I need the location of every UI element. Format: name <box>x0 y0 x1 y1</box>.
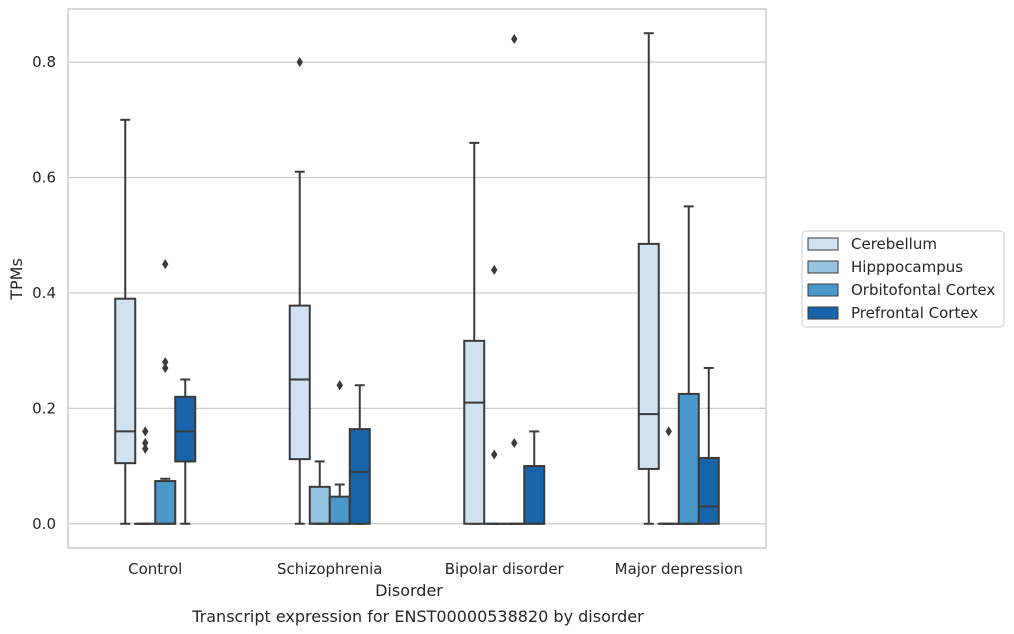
y-tick-label: 0.4 <box>32 284 56 302</box>
box-hipppocampus <box>483 264 506 525</box>
y-tick-label: 0.0 <box>32 515 56 533</box>
box-iqr <box>677 392 700 525</box>
legend-frame <box>801 230 1005 328</box>
box-iqr <box>154 480 177 525</box>
x-tick-label: Schizophrenia <box>277 560 382 578</box>
legend: Cerebellum Hipppocampus Orbitofontal Corte… <box>801 230 1005 328</box>
box-iqr <box>174 395 197 463</box>
legend-swatch <box>807 283 839 297</box>
outlier-point <box>142 443 149 454</box>
box-prefrontal-cortex <box>523 430 546 525</box>
box-orbitofontal-cortex <box>503 34 526 525</box>
outlier-point <box>162 259 169 270</box>
x-tick-label: Major depression <box>615 560 743 578</box>
legend-swatch <box>807 260 839 274</box>
legend-swatch <box>807 237 839 251</box>
box-iqr <box>288 304 311 461</box>
outlier-point <box>162 362 169 373</box>
outlier-point <box>511 34 518 45</box>
legend-label: Prefrontal Cortex <box>851 304 978 322</box>
outlier-point <box>142 437 149 448</box>
y-tick-label: 0.2 <box>32 399 56 417</box>
outlier-point <box>336 380 343 391</box>
box-iqr <box>348 428 371 525</box>
box-cerebellum <box>463 141 486 525</box>
x-axis-label: Disorder <box>375 581 443 600</box>
legend-label: Orbitofontal Cortex <box>851 281 995 299</box>
x-tick-label: Control <box>128 560 182 578</box>
box-prefrontal-cortex <box>697 366 720 525</box>
box-cerebellum <box>637 32 660 525</box>
outlier-point <box>491 264 498 275</box>
x-tick-label: Bipolar disorder <box>445 560 565 578</box>
box-iqr <box>697 456 720 525</box>
plot-frame <box>67 8 767 549</box>
outlier-point <box>491 449 498 460</box>
box-prefrontal-cortex <box>348 384 371 525</box>
outlier-point <box>665 426 672 437</box>
box-hipppocampus <box>134 426 157 525</box>
legend-swatch <box>807 306 839 320</box>
y-axis-ticks: 0.0 0.2 0.4 0.6 0.8 <box>32 53 56 533</box>
box-orbitofontal-cortex <box>328 380 351 525</box>
box-cerebellum <box>114 118 137 525</box>
box-cerebellum <box>288 57 311 525</box>
grid-lines <box>68 61 766 525</box>
box-iqr <box>463 339 486 525</box>
x-axis-ticks: Control Schizophrenia Bipolar disorder Majo… <box>128 560 743 578</box>
box-orbitofontal-cortex <box>677 205 700 525</box>
box-plot-area <box>114 32 720 525</box>
legend-label: Cerebellum <box>851 235 937 253</box>
box-iqr <box>637 242 660 470</box>
box-hipppocampus <box>308 460 331 525</box>
box-iqr <box>114 297 137 465</box>
outlier-point <box>162 357 169 368</box>
outlier-point <box>296 57 303 68</box>
box-iqr <box>523 465 546 525</box>
box-hipppocampus <box>657 426 680 525</box>
chart-caption: Transcript expression for ENST0000053882… <box>191 607 644 626</box>
outlier-point <box>511 437 518 448</box>
box-iqr <box>308 485 331 525</box>
y-tick-label: 0.6 <box>32 169 56 187</box>
y-tick-label: 0.8 <box>32 53 56 71</box>
y-axis-label: TPMs <box>7 258 26 301</box>
legend-label: Hipppocampus <box>851 258 963 276</box>
box-prefrontal-cortex <box>174 378 197 525</box>
box-iqr <box>328 495 351 525</box>
outlier-point <box>142 426 149 437</box>
box-orbitofontal-cortex <box>154 259 177 525</box>
